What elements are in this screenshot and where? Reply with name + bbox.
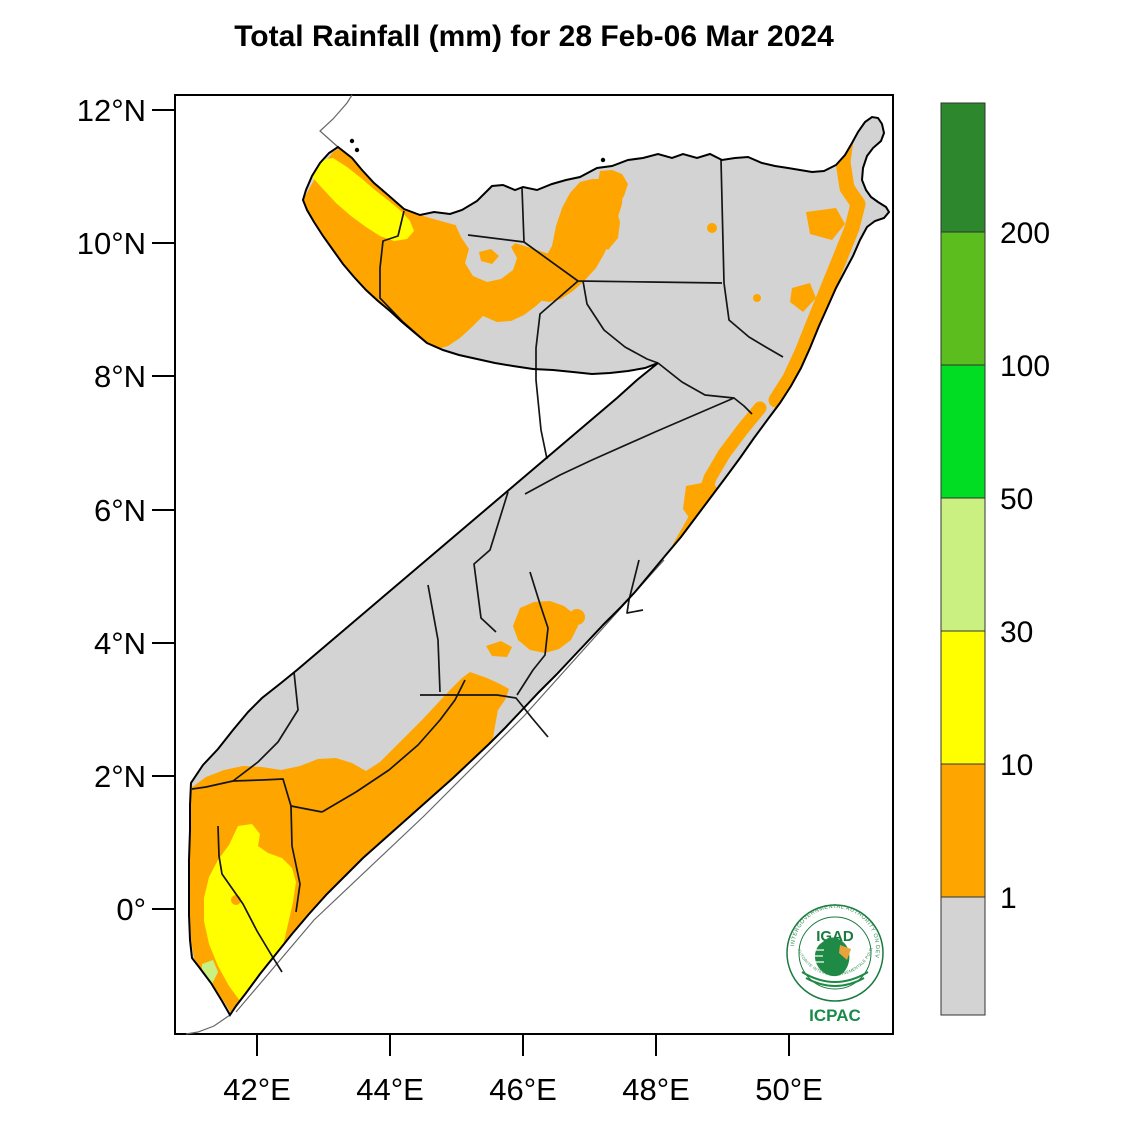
orange-dot: [707, 223, 717, 233]
page-title: Total Rainfall (mm) for 28 Feb-06 Mar 20…: [234, 20, 834, 53]
logo-laurel-wreath: [801, 971, 869, 987]
ne-coast-orange-strip: [768, 124, 866, 408]
small-orange-blob: [486, 641, 512, 657]
colorbar-label: 1: [1000, 882, 1017, 915]
awdal-yellow-core: [310, 158, 414, 241]
colorbar-seg-10-30: [940, 630, 986, 765]
coast-orange-blob: [644, 584, 674, 619]
djibouti-border-line: [319, 94, 353, 148]
lat-label: 6°N: [94, 493, 146, 528]
lon-label: 44°E: [356, 1072, 424, 1107]
lon-axis: [256, 1034, 790, 1056]
logo-arc-bottom-text: AUTORITE INTERGOUVERNEMENTALE POUR LE DE…: [0, 0, 874, 977]
colorbar-labels: 200 100 50 30 10 1: [1000, 217, 1050, 915]
colorbar-seg-under1: [940, 896, 986, 1016]
lat-label: 12°N: [77, 93, 146, 128]
lat-label: 4°N: [94, 626, 146, 661]
logo-speed-lines: [810, 949, 824, 963]
lon-label: 42°E: [223, 1072, 291, 1107]
neighbor-borders: [185, 94, 665, 1035]
colorbar-seg-100-200: [940, 231, 986, 366]
lat-label: 2°N: [94, 759, 146, 794]
somalia-outline: [188, 115, 891, 1017]
sanaag-orange-patch: [596, 170, 628, 250]
region-boundaries: [191, 159, 784, 973]
lat-axis-labels: 12°N 10°N 8°N 6°N 4°N 2°N 0°: [77, 93, 146, 927]
colorbar-seg-1-10: [940, 763, 986, 898]
hiiraan-orange-blob: [513, 601, 578, 653]
orange-dot: [753, 294, 761, 302]
colorbar-label: 100: [1000, 350, 1050, 383]
lat-axis: [152, 109, 175, 910]
colorbar-seg-over200: [940, 102, 986, 233]
logo-sub-text: ICPAC: [809, 1006, 861, 1025]
colorbar-seg-30-50: [940, 497, 986, 632]
lon-label: 48°E: [622, 1072, 690, 1107]
lon-label: 46°E: [489, 1072, 557, 1107]
plot-frame: [174, 94, 894, 1035]
logo-horn-of-africa: [839, 945, 851, 960]
colorbar-seg-50-100: [940, 364, 986, 499]
lat-label: 8°N: [94, 359, 146, 394]
lat-label: 0°: [116, 892, 146, 927]
dry-holes-layer: [456, 201, 533, 282]
logo-arc-top-text: INTERGOVERNMENTAL AUTHORITY ON DEVELOPME…: [0, 0, 880, 959]
orange-y-dot: [479, 249, 499, 264]
lon-axis-labels: 42°E 44°E 46°E 48°E 50°E: [223, 1072, 823, 1107]
colorbar-label: 50: [1000, 483, 1033, 516]
lat-label: 10°N: [77, 226, 146, 261]
kenya-coast-line: [185, 1014, 231, 1035]
colorbar-label: 10: [1000, 749, 1033, 782]
offshore-coast-line: [235, 559, 665, 1013]
colorbar-label: 30: [1000, 616, 1033, 649]
hargeisa-gray-hole: [456, 201, 533, 282]
ne-coast-orange-blob: [806, 208, 845, 240]
bari-coast-orange-blob: [790, 283, 816, 312]
colorbar: [940, 102, 986, 1016]
colorbar-label: 200: [1000, 217, 1050, 250]
island-dots: [349, 138, 606, 163]
lon-label: 50°E: [755, 1072, 823, 1107]
